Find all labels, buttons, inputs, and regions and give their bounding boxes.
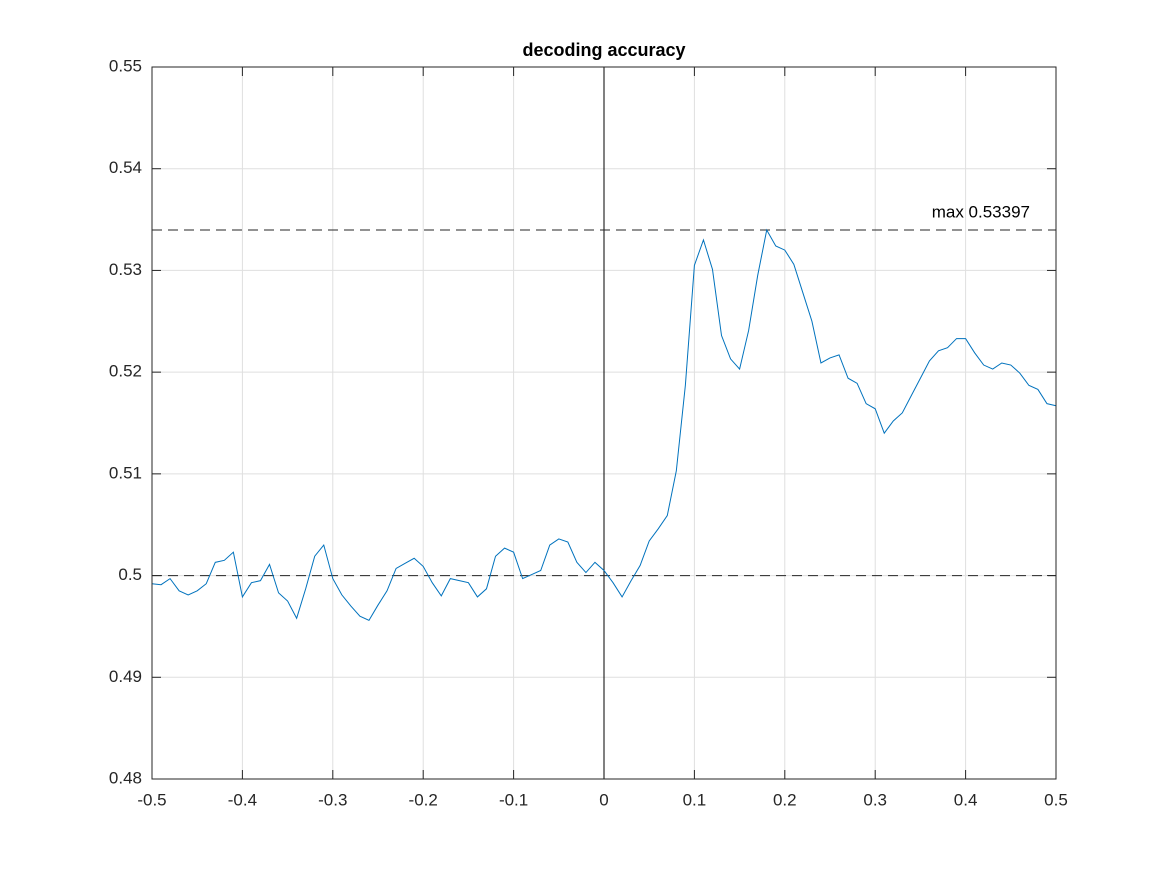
x-tick-label: 0.1 [683,790,707,809]
y-tick-label: 0.52 [109,362,142,381]
x-tick-label: 0.3 [863,790,887,809]
max-label: max 0.53397 [932,203,1030,222]
y-tick-label: 0.51 [109,463,142,482]
x-tick-label: 0.4 [954,790,978,809]
y-tick-label: 0.54 [109,158,142,177]
y-tick-label: 0.53 [109,260,142,279]
x-tick-label: -0.5 [137,790,166,809]
x-tick-label: -0.3 [318,790,347,809]
x-tick-label: -0.2 [409,790,438,809]
x-tick-label: -0.1 [499,790,528,809]
y-tick-label: 0.55 [109,56,142,75]
x-tick-label: 0.2 [773,790,797,809]
y-tick-label: 0.5 [118,565,142,584]
data-line [151,228,1057,621]
chart-title: decoding accuracy [522,40,685,60]
y-tick-label: 0.48 [109,768,142,787]
x-tick-label: 0.5 [1044,790,1068,809]
y-tick-label: 0.49 [109,667,142,686]
x-tick-label: 0 [599,790,608,809]
x-tick-label: -0.4 [228,790,257,809]
axes-box [151,66,1057,780]
